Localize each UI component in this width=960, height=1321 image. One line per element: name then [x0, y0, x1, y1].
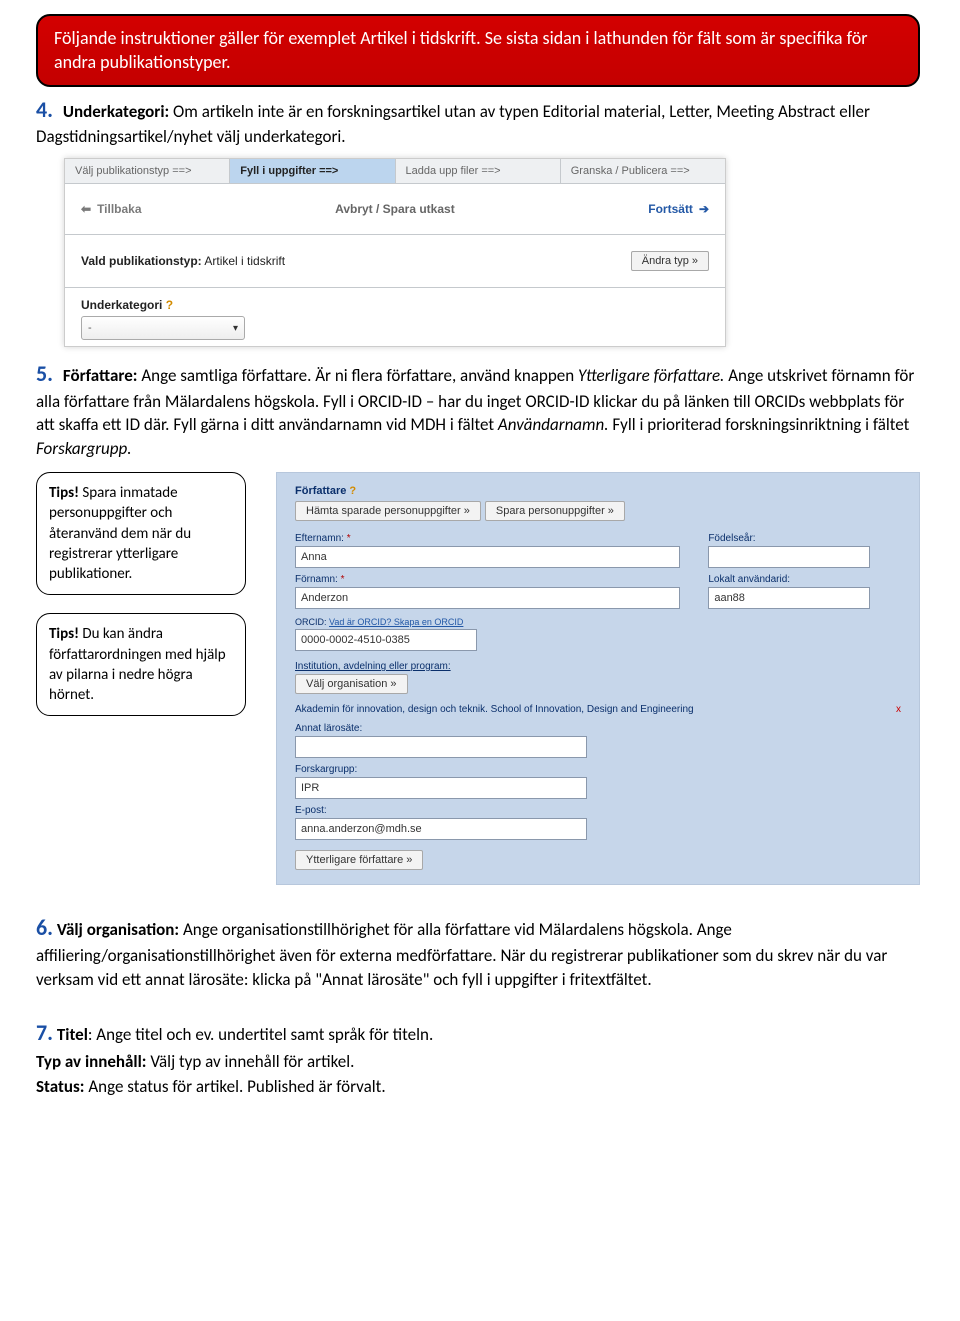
section-6-number: 6. — [36, 914, 53, 941]
firstname-input[interactable]: Anderzon — [295, 587, 680, 609]
additional-author-button[interactable]: Ytterligare författare » — [295, 850, 423, 870]
section-7-number: 7. — [36, 1019, 53, 1046]
author-form-title: Författare — [295, 485, 346, 497]
step-2[interactable]: Fyll i uppgifter ==> — [230, 159, 395, 183]
arrow-left-icon: ⬅ — [81, 202, 91, 216]
typ-body: Välj typ av innehåll för artikel. — [146, 1051, 354, 1072]
titel-body: : Ange titel och ev. undertitel samt spr… — [88, 1024, 433, 1045]
section-4: 4. Underkategori: Om artikeln inte är en… — [36, 95, 920, 149]
selected-type-row: Vald publikationstyp: Artikel i tidskrif… — [65, 235, 725, 288]
arrow-right-icon: ➔ — [699, 202, 709, 216]
help-icon[interactable]: ? — [166, 298, 173, 312]
step-1[interactable]: Välj publikationstyp ==> — [65, 159, 230, 183]
selected-type-label: Vald publikationstyp: — [81, 254, 202, 268]
local-userid-label: Lokalt användarid: — [708, 574, 901, 585]
section-5-number: 5. — [36, 360, 53, 387]
section-4-heading: Underkategori: — [63, 101, 169, 122]
selected-type-value: Artikel i tidskrift — [204, 254, 285, 268]
back-button[interactable]: ⬅Tillbaka — [81, 202, 142, 216]
section-6-heading: Välj organisation: — [57, 919, 179, 940]
firstname-label: Förnamn: — [295, 574, 680, 585]
subcategory-label: Underkategori — [81, 298, 162, 312]
lastname-input[interactable]: Anna — [295, 546, 680, 568]
save-person-button[interactable]: Spara personuppgifter » — [485, 501, 625, 521]
tip-reorder-authors: Tips! Du kan ändra författarordningen me… — [36, 613, 246, 716]
orcid-input[interactable]: 0000-0002-4510-0385 — [295, 629, 477, 651]
institution-label: Institution, avdelning eller program: — [295, 661, 901, 672]
email-label: E-post: — [295, 805, 901, 816]
section-7: 7. Titel: Ange titel och ev. undertitel … — [36, 1016, 920, 1100]
lastname-label: Efternamn: — [295, 533, 680, 544]
change-type-button[interactable]: Ändra typ » — [631, 251, 709, 271]
local-userid-input[interactable]: aan88 — [708, 587, 870, 609]
screenshot-author-form: Författare ? Hämta sparade personuppgift… — [276, 472, 920, 885]
section-4-number: 4. — [36, 96, 53, 123]
screenshot-publication-type: Välj publikationstyp ==> Fyll i uppgifte… — [64, 158, 726, 347]
wizard-steps: Välj publikationstyp ==> Fyll i uppgifte… — [65, 159, 725, 184]
section-5-heading: Författare: — [63, 365, 138, 386]
wizard-nav: ⬅Tillbaka Avbryt / Spara utkast Fortsätt… — [65, 184, 725, 235]
birthyear-label: Födelseår: — [708, 533, 901, 544]
status-heading: Status: — [36, 1076, 85, 1097]
tip-save-person-data: Tips! Spara inmatade personuppgifter och… — [36, 472, 246, 595]
remove-org-icon[interactable]: x — [896, 704, 901, 715]
email-input[interactable]: anna.anderzon@mdh.se — [295, 818, 587, 840]
section-6: 6. Välj organisation: Ange organisations… — [36, 913, 920, 991]
other-university-input[interactable] — [295, 736, 587, 758]
other-university-label: Annat lärosäte: — [295, 723, 901, 734]
subcategory-select[interactable]: - — [81, 316, 245, 340]
step-3[interactable]: Ladda upp filer ==> — [396, 159, 561, 183]
cancel-save-draft-link[interactable]: Avbryt / Spara utkast — [142, 202, 649, 216]
section-5: 5. Författare: Ange samtliga författare.… — [36, 359, 920, 460]
instruction-callout: Följande instruktioner gäller för exempl… — [36, 14, 920, 87]
choose-org-button[interactable]: Välj organisation » — [295, 674, 408, 694]
step-4[interactable]: Granska / Publicera ==> — [561, 159, 725, 183]
status-body: Ange status för artikel. Published är fö… — [85, 1076, 386, 1097]
typ-heading: Typ av innehåll: — [36, 1051, 146, 1072]
research-group-input[interactable]: IPR — [295, 777, 587, 799]
orcid-label: ORCID: — [295, 617, 327, 627]
help-icon[interactable]: ? — [349, 485, 356, 497]
fetch-saved-person-button[interactable]: Hämta sparade personuppgifter » — [295, 501, 481, 521]
continue-button[interactable]: Fortsätt➔ — [648, 202, 709, 216]
birthyear-input[interactable] — [708, 546, 870, 568]
titel-heading: Titel — [57, 1024, 88, 1045]
research-group-label: Forskargrupp: — [295, 764, 901, 775]
selected-organisation: Akademin för innovation, design och tekn… — [295, 704, 694, 715]
orcid-info-link[interactable]: Vad är ORCID? Skapa en ORCID — [329, 617, 463, 627]
subcategory-row: Underkategori ? - — [65, 288, 725, 346]
